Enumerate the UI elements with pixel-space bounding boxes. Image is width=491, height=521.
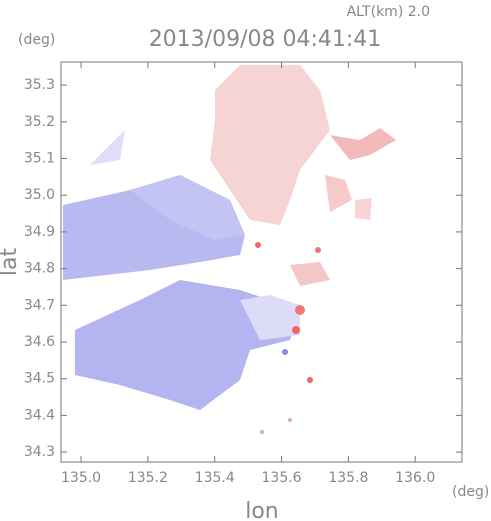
- x-tick-label: 135.4: [195, 470, 235, 486]
- chart-title: 2013/09/08 04:41:41: [149, 27, 382, 52]
- y-tick-label: 35.2: [24, 114, 55, 130]
- y-tick-label: 35.3: [24, 77, 55, 93]
- y-tick-label: 34.8: [24, 261, 55, 277]
- y-tick-label: 35.1: [24, 151, 55, 167]
- y-axis-label: lat: [0, 248, 22, 277]
- y-tick-label: 34.4: [24, 407, 55, 423]
- x-axis-label: lon: [245, 499, 279, 521]
- y-unit: (deg): [18, 32, 55, 48]
- echo-field: [63, 65, 396, 434]
- y-tick-label: 35.0: [24, 187, 55, 203]
- y-tick-label: 34.3: [24, 444, 55, 460]
- y-tick-label: 34.6: [24, 334, 55, 350]
- x-tick-label: 135.0: [61, 470, 101, 486]
- y-tick-label: 34.9: [24, 224, 55, 240]
- x-tick-label: 136.0: [395, 470, 435, 486]
- x-tick-label: 135.6: [262, 470, 302, 486]
- plot-frame: [60, 61, 463, 463]
- x-unit: (deg): [452, 484, 489, 500]
- y-tick-label: 34.7: [24, 297, 55, 313]
- x-tick-label: 135.8: [328, 470, 368, 486]
- x-tick-label: 135.2: [128, 470, 168, 486]
- subtitle: ALT(km) 2.0: [347, 4, 430, 20]
- y-tick-label: 34.5: [24, 371, 55, 387]
